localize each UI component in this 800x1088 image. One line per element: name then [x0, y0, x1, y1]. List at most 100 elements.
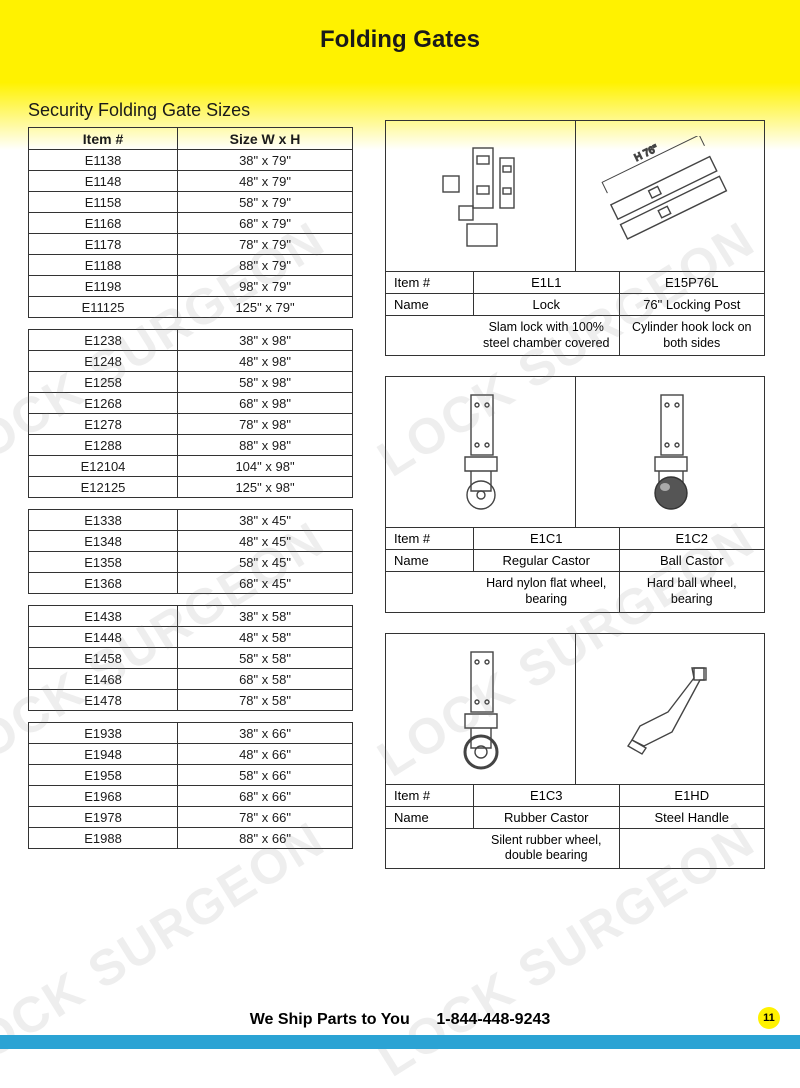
- cell-size: 78" x 98": [178, 414, 353, 435]
- product-box: Item # E1C3 E1HD Name Rubber Castor Stee…: [385, 633, 765, 869]
- cell-size: 98" x 79": [178, 276, 353, 297]
- table-row: E123838" x 98": [29, 330, 353, 351]
- product-image-steel-handle: [576, 634, 765, 784]
- size-table: E143838" x 58"E144848" x 58"E145858" x 5…: [28, 605, 353, 711]
- product-desc: Cylinder hook lock on both sides: [620, 316, 765, 355]
- section-title: Security Folding Gate Sizes: [28, 100, 353, 121]
- cell-size: 48" x 98": [178, 351, 353, 372]
- row-label-item: Item #: [386, 785, 474, 806]
- row-label-name: Name: [386, 294, 474, 315]
- cell-size: 58" x 45": [178, 552, 353, 573]
- cell-size: 104" x 98": [178, 456, 353, 477]
- cell-item: E1158: [29, 192, 178, 213]
- cell-item: E12125: [29, 477, 178, 498]
- table-row: E116868" x 79": [29, 213, 353, 234]
- page-footer: We Ship Parts to You 1-844-448-9243: [0, 1005, 800, 1049]
- cell-item: E1948: [29, 744, 178, 765]
- cell-item: E1258: [29, 372, 178, 393]
- table-row: E127878" x 98": [29, 414, 353, 435]
- table-row: E113838" x 79": [29, 150, 353, 171]
- col-header-size: Size W x H: [178, 128, 353, 150]
- table-row: E197878" x 66": [29, 807, 353, 828]
- footer-ship-text: We Ship Parts to You: [250, 1011, 410, 1028]
- cell-item: E11125: [29, 297, 178, 318]
- table-row: E118888" x 79": [29, 255, 353, 276]
- cell-size: 68" x 58": [178, 669, 353, 690]
- cell-size: 68" x 45": [178, 573, 353, 594]
- cell-size: 38" x 66": [178, 723, 353, 744]
- table-row: E124848" x 98": [29, 351, 353, 372]
- table-row: E195858" x 66": [29, 765, 353, 786]
- cell-size: 38" x 58": [178, 606, 353, 627]
- cell-item: E1348: [29, 531, 178, 552]
- cell-size: 38" x 98": [178, 330, 353, 351]
- cell-item: E1338: [29, 510, 178, 531]
- name-value: Ball Castor: [620, 550, 765, 571]
- page-title: Folding Gates: [0, 26, 800, 54]
- table-row: E134848" x 45": [29, 531, 353, 552]
- cell-size: 38" x 79": [178, 150, 353, 171]
- cell-item: E1168: [29, 213, 178, 234]
- table-row: E196868" x 66": [29, 786, 353, 807]
- cell-item: E1958: [29, 765, 178, 786]
- cell-item: E1288: [29, 435, 178, 456]
- cell-item: E1468: [29, 669, 178, 690]
- cell-item: E1148: [29, 171, 178, 192]
- product-box: Item # E1C1 E1C2 Name Regular Castor Bal…: [385, 376, 765, 612]
- cell-item: E12104: [29, 456, 178, 477]
- cell-size: 48" x 58": [178, 627, 353, 648]
- item-value: E1C1: [474, 528, 620, 549]
- name-value: Lock: [474, 294, 620, 315]
- table-row: E12125125" x 98": [29, 477, 353, 498]
- cell-item: E1458: [29, 648, 178, 669]
- cell-size: 78" x 58": [178, 690, 353, 711]
- cell-size: 58" x 79": [178, 192, 353, 213]
- table-row: E193838" x 66": [29, 723, 353, 744]
- product-desc: Hard ball wheel, bearing: [620, 572, 765, 611]
- cell-size: 48" x 79": [178, 171, 353, 192]
- cell-size: 58" x 66": [178, 765, 353, 786]
- row-label-name: Name: [386, 807, 474, 828]
- product-image-ball-castor: [576, 377, 765, 527]
- col-header-item: Item #: [29, 128, 178, 150]
- row-label-item: Item #: [386, 528, 474, 549]
- item-value: E1HD: [620, 785, 765, 806]
- cell-size: 125" x 79": [178, 297, 353, 318]
- name-value: Steel Handle: [620, 807, 765, 828]
- size-table: E193838" x 66"E194848" x 66"E195858" x 6…: [28, 722, 353, 849]
- left-column: Security Folding Gate Sizes Item #Size W…: [28, 100, 353, 889]
- table-row: E11125125" x 79": [29, 297, 353, 318]
- table-row: E12104104" x 98": [29, 456, 353, 477]
- cell-item: E1438: [29, 606, 178, 627]
- cell-item: E1268: [29, 393, 178, 414]
- cell-item: E1238: [29, 330, 178, 351]
- cell-size: 88" x 79": [178, 255, 353, 276]
- name-value: 76" Locking Post: [620, 294, 765, 315]
- item-value: E15P76L: [620, 272, 765, 293]
- cell-item: E1968: [29, 786, 178, 807]
- product-image-regular-castor: [386, 377, 576, 527]
- table-row: E146868" x 58": [29, 669, 353, 690]
- table-row: E125858" x 98": [29, 372, 353, 393]
- footer-phone: 1-844-448-9243: [436, 1011, 550, 1028]
- cell-item: E1988: [29, 828, 178, 849]
- cell-size: 68" x 66": [178, 786, 353, 807]
- cell-item: E1368: [29, 573, 178, 594]
- table-row: E145858" x 58": [29, 648, 353, 669]
- cell-size: 58" x 98": [178, 372, 353, 393]
- name-value: Regular Castor: [474, 550, 620, 571]
- cell-size: 88" x 98": [178, 435, 353, 456]
- product-desc: Silent rubber wheel, double bearing: [474, 829, 620, 868]
- cell-item: E1198: [29, 276, 178, 297]
- row-label-item: Item #: [386, 272, 474, 293]
- cell-item: E1248: [29, 351, 178, 372]
- table-row: E133838" x 45": [29, 510, 353, 531]
- product-desc: Slam lock with 100% steel chamber covere…: [474, 316, 620, 355]
- table-row: E194848" x 66": [29, 744, 353, 765]
- table-row: E126868" x 98": [29, 393, 353, 414]
- cell-item: E1278: [29, 414, 178, 435]
- table-row: E128888" x 98": [29, 435, 353, 456]
- cell-item: E1178: [29, 234, 178, 255]
- table-row: E136868" x 45": [29, 573, 353, 594]
- name-value: Rubber Castor: [474, 807, 620, 828]
